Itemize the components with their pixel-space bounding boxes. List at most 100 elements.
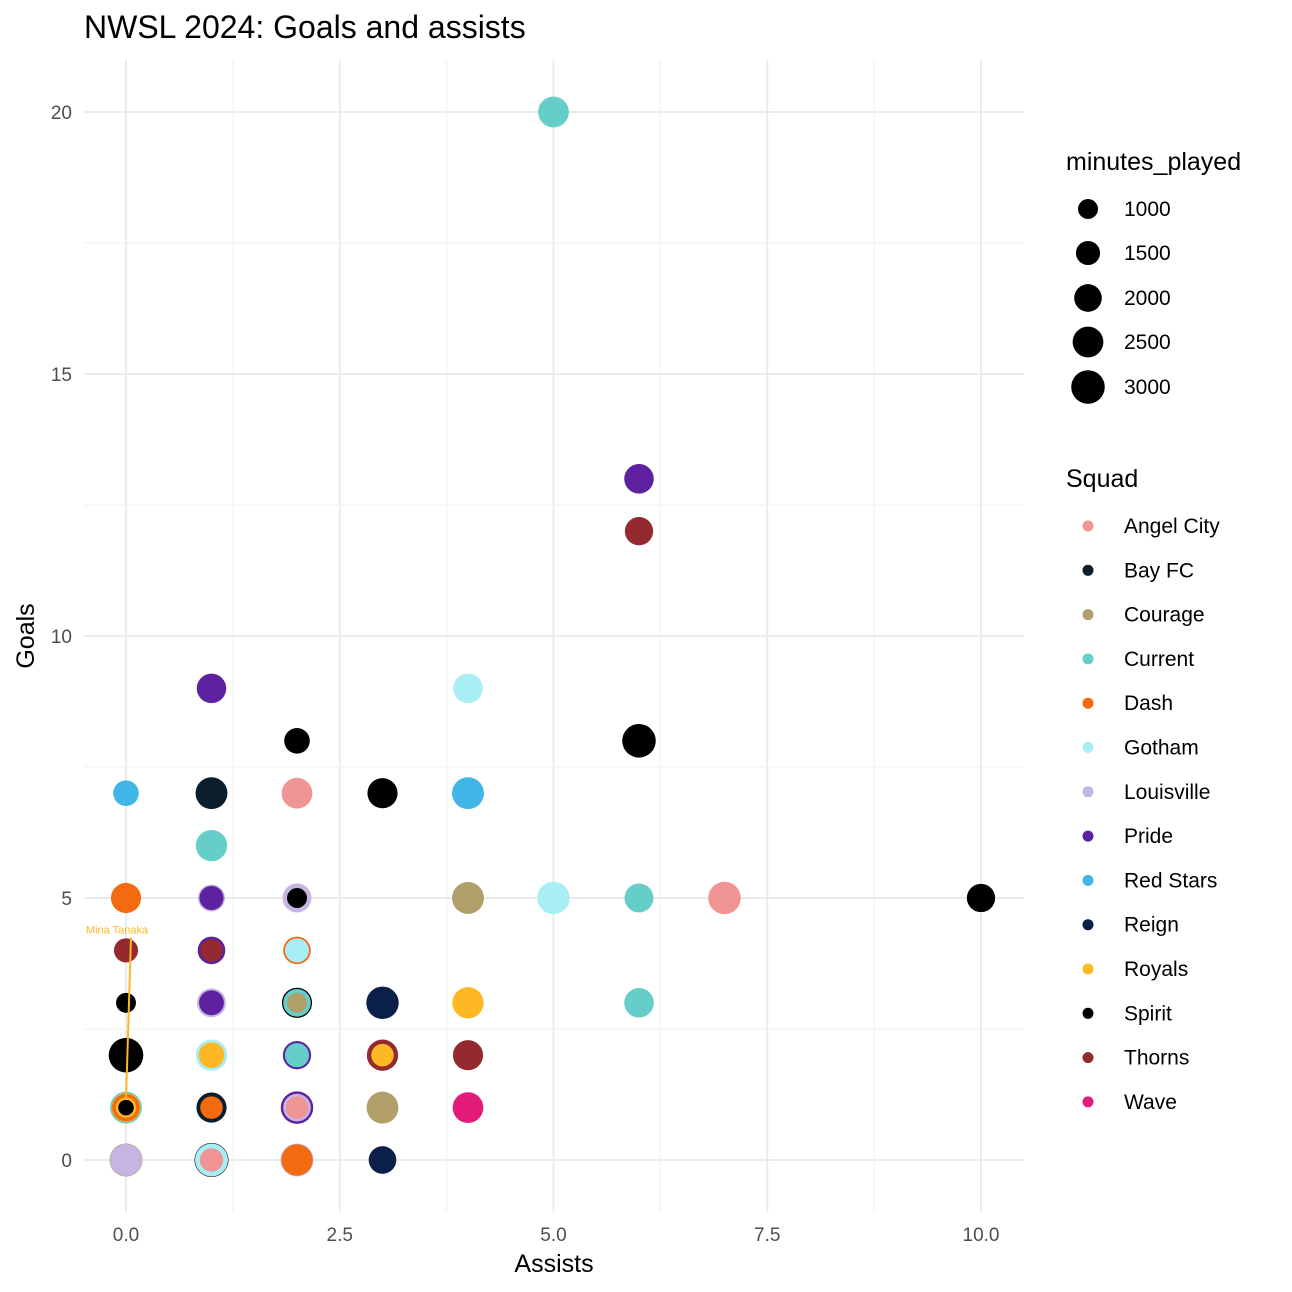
size-legend-label: 3000 [1124,376,1171,399]
data-point [199,990,224,1016]
chart-title: NWSL 2024: Goals and assists [84,9,526,45]
color-legend-label: Bay FC [1124,559,1194,582]
data-point [110,1144,142,1176]
x-tick-label: 5.0 [540,1225,566,1246]
data-point [195,829,228,862]
size-legend-label: 2500 [1124,331,1171,354]
color-legend-label: Gotham [1124,737,1199,760]
size-legend: minutes_played 1000 1500 2000 2500 3000 [1066,148,1241,404]
y-tick-label: 0 [61,1151,72,1172]
data-point [284,1043,310,1068]
data-point [624,883,654,913]
color-legend-key [1082,874,1094,886]
data-point [624,988,654,1018]
color-legend-key [1082,520,1094,532]
y-tick-label: 20 [51,103,72,124]
color-legend-key [1082,1052,1094,1064]
color-legend-label: Thorns [1124,1047,1189,1070]
color-legend-title: Squad [1066,465,1138,493]
annotation-label: Mina Tanaka [86,924,149,936]
data-point [116,1097,136,1118]
color-legend-key [1082,1007,1094,1019]
data-points [108,96,996,1178]
data-point [287,888,307,908]
data-point [281,777,313,809]
data-point [195,777,228,810]
data-point [287,992,307,1013]
color-legend-key [1082,653,1094,665]
annotation-connector [125,937,132,1100]
data-point [624,464,654,494]
color-legend-label: Wave [1124,1091,1177,1114]
data-point [198,1042,225,1068]
data-point [622,724,656,758]
color-legend-label: Angel City [1124,515,1220,538]
x-tick-label: 7.5 [754,1225,780,1246]
color-legend-label: Dash [1124,692,1173,715]
data-point [199,1148,224,1172]
data-point [113,938,139,963]
color-legend: Squad Angel City Bay FC Courage Current Dash… [1066,465,1220,1114]
color-legend-key [1082,786,1094,798]
color-legend-label: Red Stars [1124,869,1217,892]
data-point [624,517,654,546]
data-point [366,986,399,1020]
data-point [538,96,569,128]
size-legend-key [1078,199,1098,219]
data-point [110,882,142,914]
data-point [367,778,398,809]
size-legend-title: minutes_played [1066,148,1241,176]
data-point [452,987,484,1019]
x-axis-title: Assists [514,1250,593,1278]
annotations: Mina Tanaka [86,924,149,1118]
color-legend-key [1082,919,1094,931]
data-point [452,882,484,914]
y-tick-label: 5 [61,889,72,910]
size-legend-key [1072,326,1104,358]
size-legend-label: 1500 [1124,242,1171,265]
color-legend-key [1082,830,1094,842]
color-legend-label: Reign [1124,914,1179,937]
data-point [113,780,139,806]
x-axis-ticks: 0.0 2.5 5.0 7.5 10.0 [113,1225,1000,1246]
size-legend-key [1075,240,1101,266]
color-legend-key [1082,697,1094,709]
x-tick-label: 10.0 [963,1225,1000,1246]
data-point [368,1146,397,1174]
data-point [196,673,227,704]
color-legend-label: Royals [1124,958,1188,981]
color-legend-key [1082,1096,1094,1108]
x-tick-label: 2.5 [327,1225,353,1246]
size-legend-label: 1000 [1124,198,1171,221]
color-legend-label: Spirit [1124,1002,1172,1025]
data-point [284,938,310,963]
color-legend-label: Current [1124,648,1194,671]
data-point [452,777,484,810]
data-point [281,1144,313,1176]
y-tick-label: 10 [51,627,72,648]
data-point [284,728,310,754]
data-point [199,885,224,911]
data-point [200,1096,223,1119]
data-point [366,1091,399,1124]
data-point [371,1043,394,1067]
color-legend-key [1082,564,1094,576]
color-legend-label: Louisville [1124,781,1210,804]
grid [84,60,1024,1212]
data-point [452,1040,484,1071]
color-legend-key [1082,742,1094,753]
color-legend-key [1082,609,1094,621]
size-legend-key [1071,370,1105,404]
data-point [200,939,223,962]
data-point [116,992,136,1013]
data-point [108,1037,144,1073]
y-tick-label: 15 [51,365,72,386]
size-legend-label: 2000 [1124,287,1171,310]
color-legend-key [1082,963,1094,975]
size-legend-key [1074,284,1102,312]
color-legend-label: Pride [1124,825,1173,848]
data-point [708,881,741,915]
y-axis-ticks: 0 5 10 15 20 [51,103,72,1172]
data-point [452,1092,484,1123]
